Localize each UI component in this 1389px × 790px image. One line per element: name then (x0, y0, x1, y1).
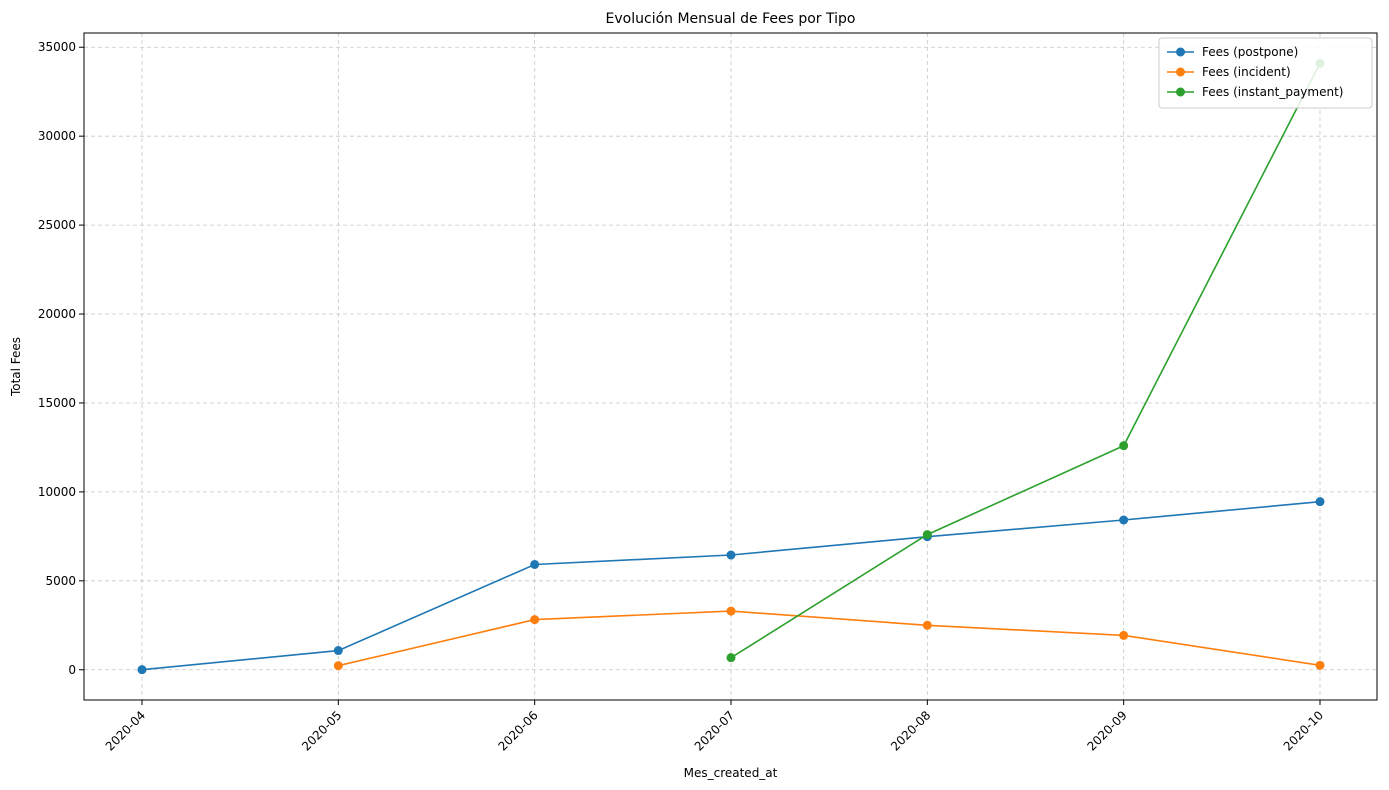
x-tick-label: 2020-10 (1281, 708, 1326, 753)
legend-marker (1176, 47, 1185, 57)
x-tick-label: 2020-08 (888, 708, 933, 753)
axes: 2020-04 2020-05 2020-06 2020-07 2020-08 2020-… (38, 40, 1326, 753)
legend-marker (1176, 67, 1185, 77)
legend-marker (1176, 87, 1185, 97)
y-tick-label: 5000 (45, 574, 76, 588)
x-tick-label: 2020-05 (299, 708, 344, 753)
data-point (1119, 441, 1129, 451)
plot-frame (83, 32, 1378, 701)
series-line (338, 610, 1321, 667)
legend-frame (1158, 37, 1373, 109)
data-point (1119, 515, 1129, 525)
data-point (726, 606, 736, 616)
series-line (730, 62, 1321, 659)
legend-label: Fees (instant_payment) (1202, 85, 1343, 99)
legend-label: Fees (incident) (1202, 65, 1291, 79)
y-tick-label: 20000 (38, 307, 76, 321)
data-point (530, 615, 540, 625)
x-tick-label: 2020-04 (103, 708, 148, 753)
data-point (1119, 630, 1129, 640)
x-tick-label: 2020-09 (1084, 708, 1129, 753)
y-tick-label: 10000 (38, 485, 76, 499)
legend-item: Fees (incident) (1167, 65, 1291, 79)
data-point (1315, 660, 1325, 670)
y-axis-label: Total Fees (9, 337, 23, 397)
data-point (726, 550, 736, 560)
series-group (137, 58, 1325, 675)
data-point (333, 646, 343, 656)
data-point (922, 530, 932, 540)
y-tick-label: 35000 (38, 40, 76, 54)
legend-item: Fees (postpone) (1167, 45, 1298, 59)
series-1 (333, 606, 1325, 671)
series-2 (726, 58, 1325, 663)
y-tick-label: 30000 (38, 129, 76, 143)
chart-title: Evolución Mensual de Fees por Tipo (606, 11, 856, 27)
legend-label: Fees (postpone) (1202, 45, 1298, 59)
data-point (1315, 497, 1325, 507)
x-axis-label: Mes_created_at (684, 766, 778, 780)
data-point (530, 559, 540, 569)
x-tick-label: 2020-07 (692, 708, 737, 753)
x-tick-label: 2020-06 (495, 708, 540, 753)
y-tick-label: 15000 (38, 396, 76, 410)
data-point (922, 620, 932, 630)
data-point (137, 665, 147, 675)
y-tick-label: 0 (68, 663, 76, 677)
y-tick-label: 25000 (38, 218, 76, 232)
data-point (333, 661, 343, 671)
legend: Fees (postpone) Fees (incident) Fees (inst… (1158, 37, 1373, 109)
grid (84, 33, 1377, 700)
data-point (726, 653, 736, 663)
legend-item: Fees (instant_payment) (1167, 85, 1343, 99)
